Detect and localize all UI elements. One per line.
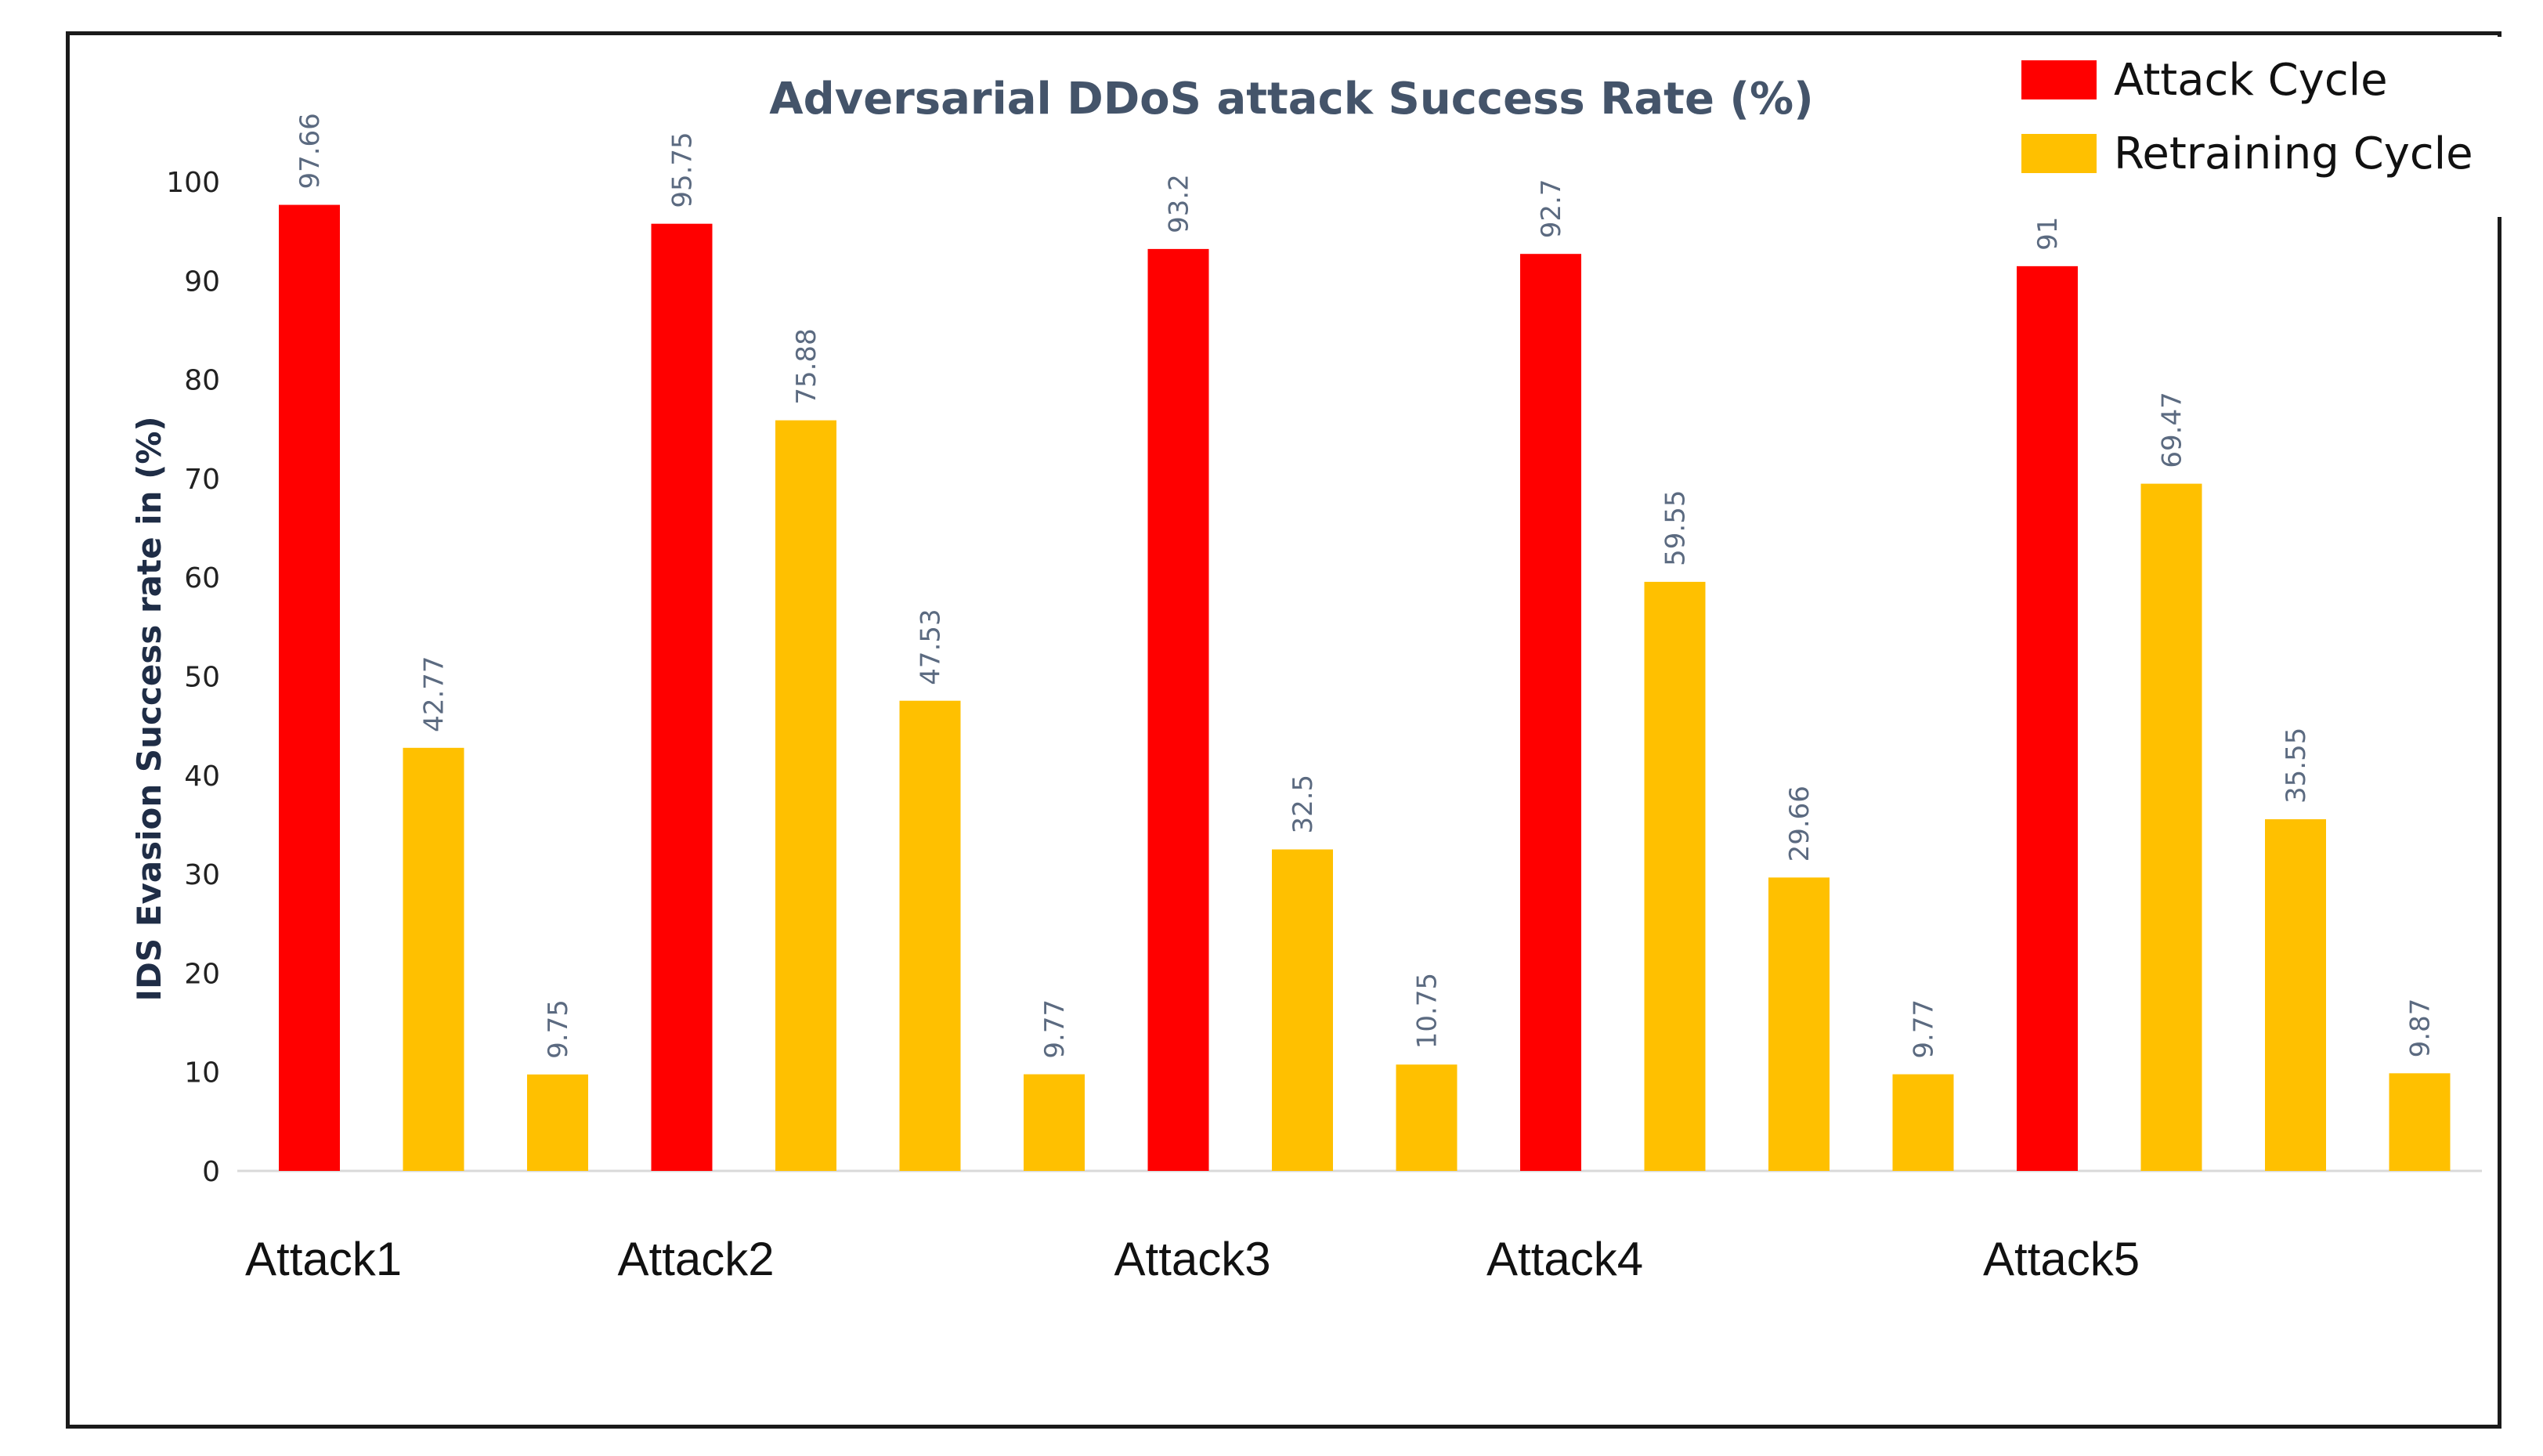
- bar-attack3-attack: [1147, 248, 1209, 1171]
- data-labels: 97.66 42.77 9.75 95.75 75.88 47.53 9.77 93.2 32.…: [294, 113, 2436, 1059]
- y-tick-label: 20: [184, 958, 220, 990]
- group-label-attack4: Attack4: [1486, 1233, 1643, 1285]
- group-label-attack5: Attack5: [1983, 1233, 2140, 1285]
- bar-attack5-retraining: [2140, 483, 2202, 1171]
- y-axis-label: IDS Evasion Success rate in (%): [130, 416, 168, 1001]
- bar-value-label: 9.87: [2405, 999, 2436, 1058]
- legend-swatch-attack-cycle: [2021, 60, 2097, 99]
- group-label-attack1: Attack1: [245, 1233, 402, 1285]
- bar-value-label: 95.75: [667, 132, 699, 208]
- y-tick-label: 50: [184, 662, 220, 694]
- y-tick-label: 90: [184, 266, 220, 298]
- bar-attack2-retraining: [899, 700, 961, 1171]
- y-axis-ticks: 0 10 20 30 40 50 60 70 80 90 100: [166, 167, 220, 1188]
- bars: [279, 204, 2451, 1172]
- bar-attack5-retraining: [2389, 1073, 2451, 1171]
- bar-value-label: 29.66: [1784, 786, 1815, 862]
- bar-value-label: 42.77: [419, 656, 450, 732]
- bar-value-label: 92.7: [1536, 179, 1567, 238]
- bar-value-label: 47.53: [916, 609, 947, 685]
- y-tick-label: 60: [184, 562, 220, 594]
- legend-label-retraining-cycle: Retraining Cycle: [2114, 128, 2473, 179]
- bar-chart: Adversarial DDoS attack Success Rate (%)…: [130, 37, 2505, 1285]
- bar-attack4-retraining: [1892, 1074, 1954, 1171]
- bar-attack5-attack: [2017, 266, 2078, 1171]
- bar-value-label: 10.75: [1412, 973, 1443, 1049]
- bar-value-label: 32.5: [1288, 775, 1319, 834]
- y-tick-label: 10: [184, 1057, 220, 1089]
- legend-label-attack-cycle: Attack Cycle: [2114, 55, 2388, 106]
- group-label-attack2: Attack2: [618, 1233, 775, 1285]
- bar-attack1-retraining: [527, 1074, 588, 1171]
- bar-attack4-attack: [1520, 254, 1581, 1172]
- y-tick-label: 0: [202, 1156, 220, 1188]
- chart-title: Adversarial DDoS attack Success Rate (%): [769, 74, 1813, 125]
- bar-attack1-retraining: [403, 747, 464, 1171]
- bar-value-label: 75.88: [791, 328, 822, 404]
- bar-attack2-retraining: [1024, 1074, 1085, 1171]
- bar-value-label: 9.77: [1909, 999, 1940, 1059]
- y-tick-label: 100: [166, 167, 220, 199]
- y-tick-label: 80: [184, 365, 220, 397]
- bar-value-label: 59.55: [1660, 490, 1692, 566]
- y-tick-label: 40: [184, 761, 220, 793]
- bar-value-label: 35.55: [2281, 728, 2312, 804]
- y-tick-label: 30: [184, 859, 220, 891]
- chart-frame: Adversarial DDoS attack Success Rate (%)…: [66, 31, 2505, 1429]
- bar-attack2-attack: [651, 223, 713, 1171]
- bar-value-label: 9.75: [543, 999, 574, 1059]
- bar-attack3-retraining: [1272, 849, 1333, 1171]
- bar-attack4-retraining: [1768, 877, 1830, 1171]
- bar-value-label: 9.77: [1039, 999, 1071, 1059]
- bar-value-label: 97.66: [294, 113, 326, 189]
- bar-attack1-attack: [279, 204, 340, 1171]
- y-tick-label: 70: [184, 464, 220, 496]
- bar-value-label: 93.2: [1164, 174, 1195, 233]
- bar-attack5-retraining: [2265, 819, 2326, 1171]
- bar-attack4-retraining: [1644, 581, 1706, 1171]
- bar-attack3-retraining: [1396, 1064, 1458, 1171]
- bar-attack2-retraining: [775, 420, 836, 1171]
- group-label-attack3: Attack3: [1114, 1233, 1271, 1285]
- legend: Attack Cycle Retraining Cycle: [1987, 37, 2505, 217]
- bar-value-label: 69.47: [2157, 392, 2188, 468]
- x-axis-group-labels: Attack1 Attack2 Attack3 Attack4 Attack5: [245, 1233, 2140, 1285]
- legend-swatch-retraining-cycle: [2021, 134, 2097, 173]
